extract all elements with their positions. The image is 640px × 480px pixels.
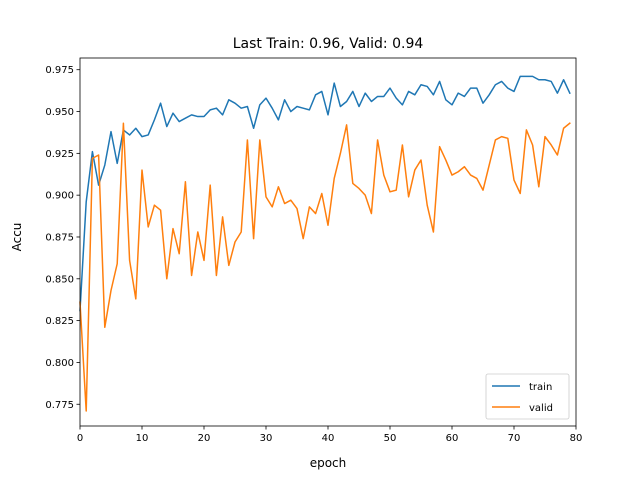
axes: 0 10 20 30 40 50 60 70 80 0.775 0.800 0.825 0.850 0.8… bbox=[45, 57, 583, 444]
y-tick-label: 0.800 bbox=[45, 358, 74, 369]
y-tick-label: 0.775 bbox=[45, 400, 74, 411]
series-line-train bbox=[79, 75, 571, 312]
legend: train valid bbox=[485, 373, 570, 420]
x-tick-label: 0 bbox=[77, 433, 83, 444]
y-tick-label: 0.875 bbox=[45, 232, 74, 243]
y-tick-label: 0.850 bbox=[45, 274, 74, 285]
x-tick-label: 80 bbox=[570, 433, 583, 444]
x-tick-label: 50 bbox=[384, 433, 397, 444]
x-tick-label: 10 bbox=[136, 433, 149, 444]
x-tick-label: 20 bbox=[198, 433, 211, 444]
y-axis-label: Accu bbox=[10, 223, 24, 252]
x-tick-label: 60 bbox=[446, 433, 459, 444]
series-line-valid bbox=[79, 122, 571, 412]
x-tick-label: 40 bbox=[322, 433, 335, 444]
chart-title: Last Train: 0.96, Valid: 0.94 bbox=[233, 36, 424, 52]
x-tick-label: 30 bbox=[260, 433, 273, 444]
y-tick-label: 0.925 bbox=[45, 149, 74, 160]
y-tick-label: 0.975 bbox=[45, 65, 74, 76]
legend-label-train: train bbox=[529, 382, 552, 393]
y-tick-label: 0.900 bbox=[45, 191, 74, 202]
y-tick-label: 0.950 bbox=[45, 107, 74, 118]
plot-area bbox=[79, 75, 571, 412]
legend-box bbox=[485, 373, 570, 420]
y-tick-label: 0.825 bbox=[45, 316, 74, 327]
x-axis-label: epoch bbox=[310, 456, 347, 470]
legend-label-valid: valid bbox=[529, 403, 553, 414]
x-tick-label: 70 bbox=[508, 433, 521, 444]
